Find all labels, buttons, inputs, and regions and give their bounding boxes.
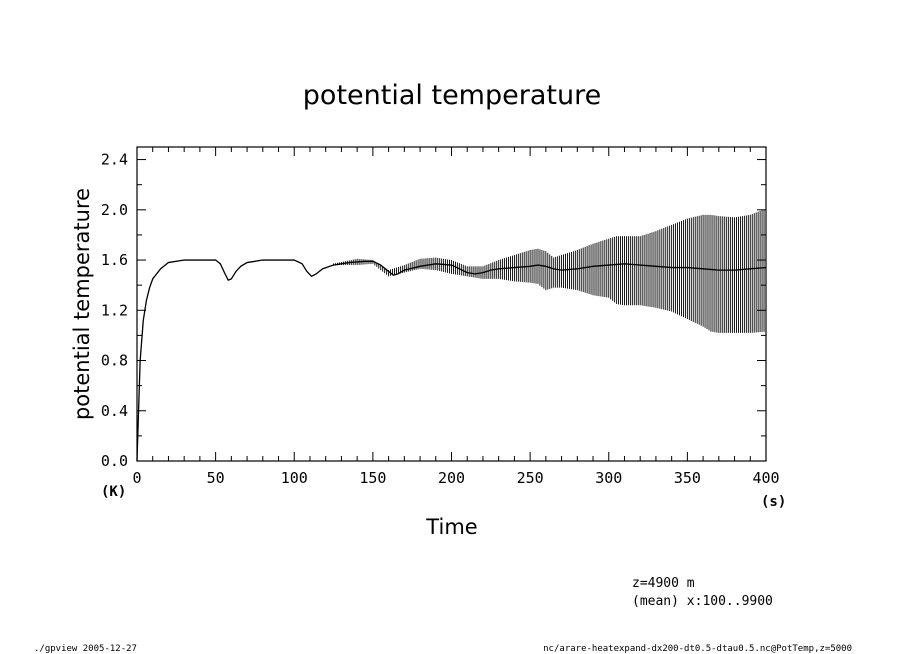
series-group [136, 208, 767, 462]
z-level-note: z=4900 m [632, 576, 695, 591]
footer-left: ./gpview 2005-12-27 [34, 644, 137, 654]
y-axis-title: potential temperature [70, 188, 94, 420]
x-tick-label: 0 [132, 469, 141, 487]
chart-title: potential temperature [303, 80, 601, 111]
x-tick-label: 200 [438, 469, 465, 487]
plot-area: 0 50 100 150 200 250 300 350 400 0.0 0.4 0.8 1.2 1.6 2… [101, 146, 780, 487]
center-line [136, 259, 767, 462]
y-tick-label: 0.4 [101, 402, 128, 420]
x-tick-label: 400 [752, 469, 779, 487]
axis-tick-labels: 0 50 100 150 200 250 300 350 400 0.0 0.4 0.8 1.2 1.6 2… [101, 151, 780, 487]
y-tick-label: 1.2 [101, 301, 128, 319]
x-tick-label: 150 [359, 469, 386, 487]
x-tick-label: 300 [595, 469, 622, 487]
x-tick-label: 350 [674, 469, 701, 487]
y-tick-label: 2.4 [101, 151, 128, 169]
oscillation-band [333, 208, 767, 333]
x-tick-label: 250 [517, 469, 544, 487]
y-tick-label: 0.0 [101, 452, 128, 470]
x-tick-label: 50 [207, 469, 225, 487]
mean-info-note: (mean) x:100..9900 [632, 594, 773, 609]
x-unit-label: (s) [761, 494, 786, 510]
footer-right: nc/arare-heatexpand-dx200-dt0.5-dtau0.5.… [543, 644, 852, 654]
x-axis-title: Time [425, 515, 477, 539]
x-tick-label: 100 [281, 469, 308, 487]
y-tick-label: 0.8 [101, 352, 128, 370]
y-tick-label: 2.0 [101, 201, 128, 219]
y-unit-label: (K) [101, 484, 126, 500]
axis-ticks [136, 147, 767, 462]
y-tick-label: 1.6 [101, 251, 128, 269]
